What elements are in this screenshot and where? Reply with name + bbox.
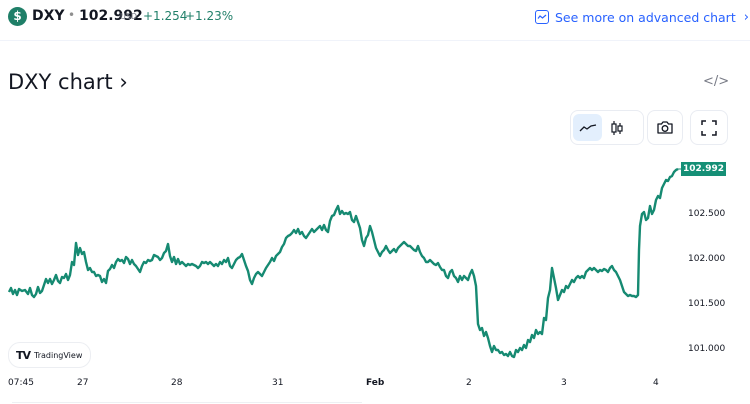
- advanced-chart-label: See more on advanced chart: [555, 9, 736, 25]
- x-axis-label: 07:45: [8, 378, 34, 388]
- price-line-chart[interactable]: [0, 150, 750, 370]
- tradingview-logo-icon: TV: [16, 348, 31, 362]
- fullscreen-button[interactable]: [690, 110, 728, 145]
- y-axis-label: 102.500: [688, 209, 726, 219]
- x-axis-label: 31: [272, 378, 284, 388]
- chevron-right-icon: ›: [743, 9, 749, 25]
- tradingview-watermark[interactable]: TV TradingView: [8, 342, 91, 368]
- symbol-name: DXY: [32, 8, 65, 24]
- advanced-chart-link[interactable]: See more on advanced chart ›: [535, 8, 749, 26]
- symbol-header-bar: $ DXY • 102.992 USD +1.254 +1.23% See mo…: [0, 0, 750, 41]
- price-series-line: [7, 167, 679, 359]
- x-axis-label: 3: [561, 378, 567, 388]
- embed-code-icon[interactable]: </>: [703, 74, 730, 89]
- separator-dot: •: [68, 8, 76, 22]
- bottom-divider: [12, 402, 362, 403]
- dollar-icon: $: [8, 7, 27, 26]
- chart-title[interactable]: DXY chart ›: [8, 70, 128, 94]
- price-change: +1.254: [143, 9, 188, 23]
- y-axis-label: 101.000: [688, 344, 726, 354]
- chart-trend-icon: [535, 10, 549, 24]
- camera-icon: [657, 121, 673, 134]
- x-axis-label: 4: [653, 378, 659, 388]
- candle-style-button[interactable]: [602, 114, 631, 141]
- last-price-label: 102.992: [681, 162, 726, 176]
- y-axis-label: 101.500: [688, 299, 726, 309]
- x-axis-label: 28: [171, 378, 183, 388]
- candlestick-icon: [610, 120, 623, 135]
- x-axis-label: Feb: [366, 378, 385, 388]
- line-style-button[interactable]: [573, 114, 602, 141]
- x-axis-label: 27: [77, 378, 89, 388]
- x-axis-label: 2: [466, 378, 472, 388]
- last-price: 102.992: [79, 8, 143, 24]
- fullscreen-icon: [701, 119, 717, 136]
- y-axis-label: 102.000: [688, 254, 726, 264]
- snapshot-button[interactable]: [647, 110, 683, 145]
- currency-label: USD: [120, 12, 138, 21]
- tradingview-text: TradingView: [34, 350, 83, 360]
- line-chart-icon: [579, 123, 596, 131]
- chart-style-toggle: [570, 110, 644, 145]
- price-change-percent: +1.23%: [185, 9, 234, 23]
